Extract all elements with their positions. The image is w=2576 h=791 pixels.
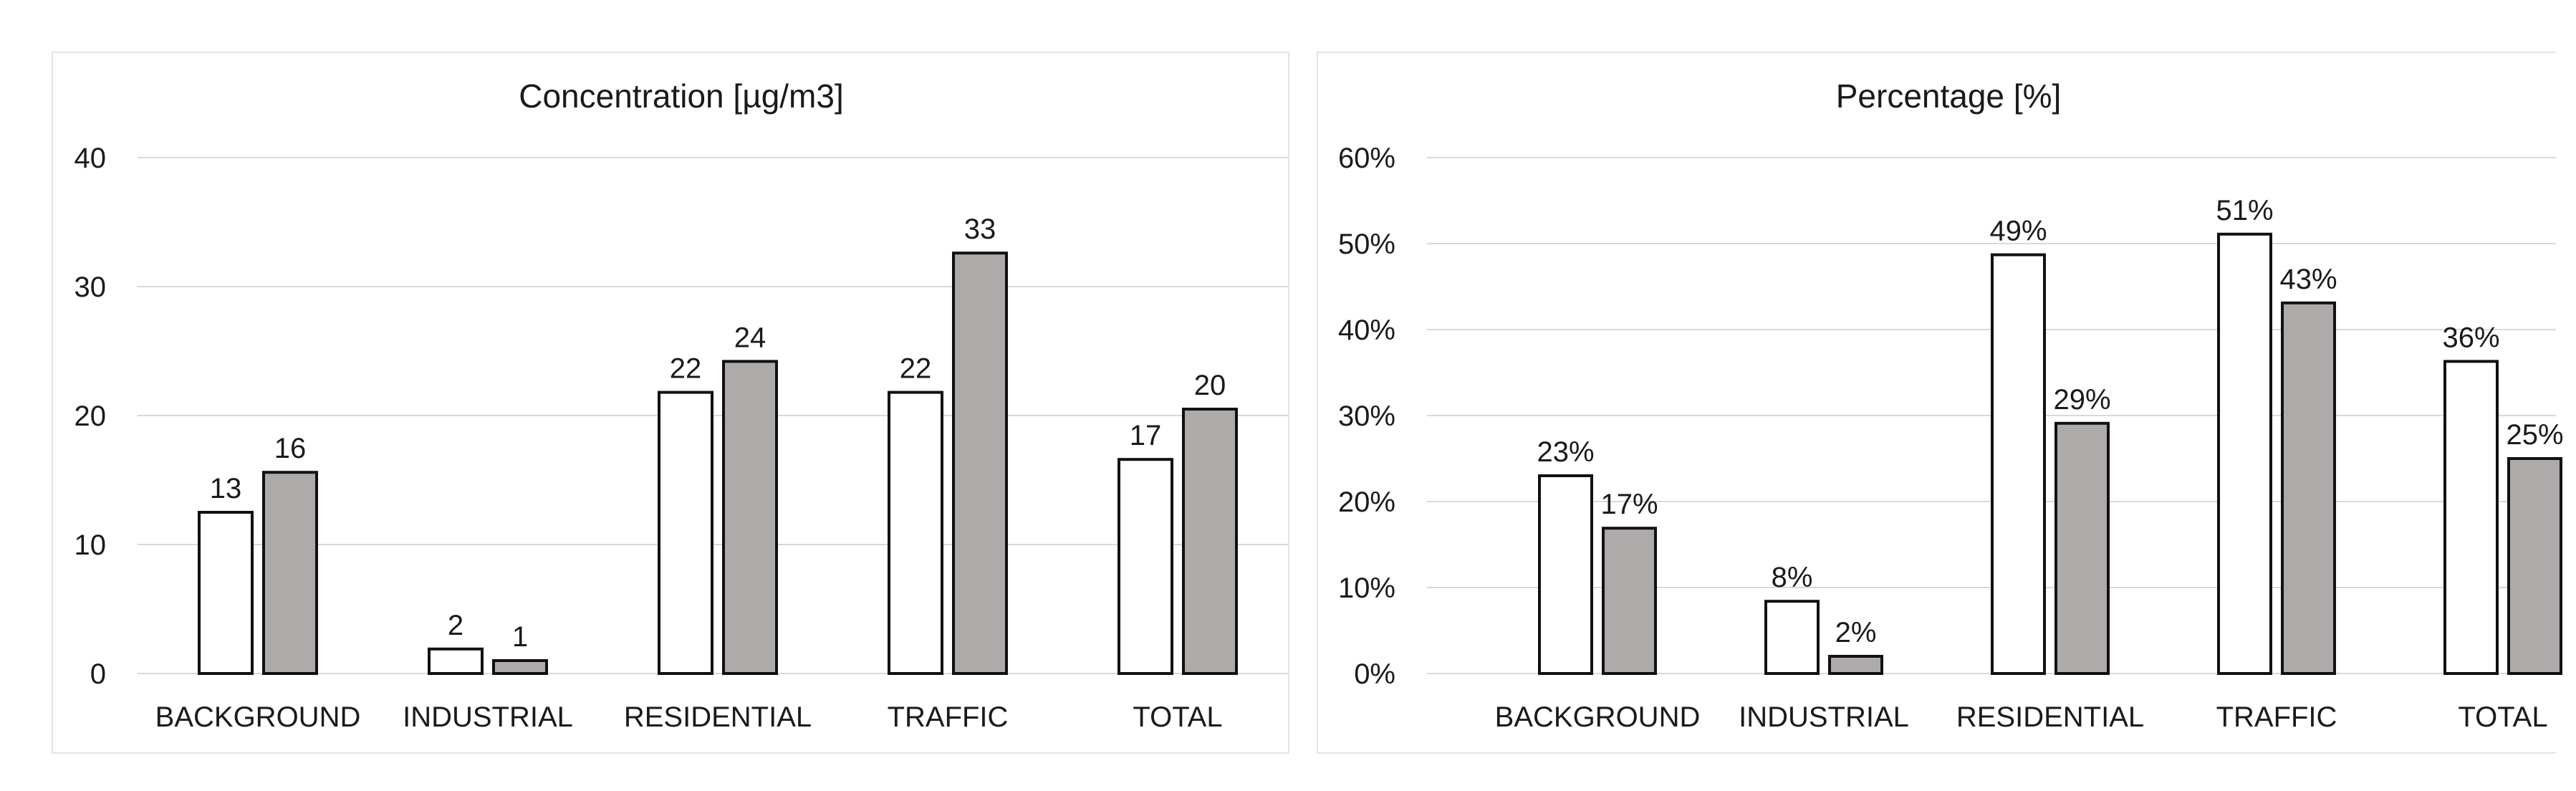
x-category-label: TRAFFIC xyxy=(2216,701,2337,733)
y-tick-label: 30% xyxy=(1338,401,1395,432)
x-category-label: RESIDENTIAL xyxy=(1956,701,2144,733)
bar-series-1 xyxy=(1764,600,1820,676)
y-tick-label: 10 xyxy=(75,529,107,561)
bar-series-1 xyxy=(428,647,484,675)
data-label: 29% xyxy=(2053,384,2110,416)
y-tick-label: 30 xyxy=(75,272,107,303)
y-tick-label: 40% xyxy=(1338,315,1395,346)
data-label: 8% xyxy=(1772,562,1813,593)
data-label: 2 xyxy=(448,610,463,641)
bar-series-2 xyxy=(2507,457,2562,675)
bar-series-2 xyxy=(2054,421,2110,675)
y-tick-label: 60% xyxy=(1338,143,1395,174)
data-label: 25% xyxy=(2506,419,2563,451)
data-label: 49% xyxy=(1989,216,2047,247)
bar-series-1 xyxy=(888,390,943,675)
data-label: 16 xyxy=(274,433,307,464)
bar-series-2 xyxy=(952,251,1008,675)
chart-title: Concentration [µg/m3] xyxy=(519,77,844,115)
data-label: 17% xyxy=(1600,489,1658,520)
data-label: 43% xyxy=(2279,264,2337,295)
y-tick-label: 0% xyxy=(1354,658,1395,690)
concentration-chart-panel: Concentration [µg/m3] 0 10 20 30 40 13 16 BACKGR… xyxy=(52,52,1289,754)
data-label: 22 xyxy=(900,353,932,385)
data-label: 23% xyxy=(1537,436,1594,468)
bar-series-1 xyxy=(2217,232,2272,676)
concentration-chart: Concentration [µg/m3] 0 10 20 30 40 13 16 BACKGR… xyxy=(75,77,1288,733)
bar-series-2 xyxy=(492,659,548,675)
data-label: 13 xyxy=(210,473,242,504)
bar-series-1 xyxy=(198,511,254,675)
x-category-label: TOTAL xyxy=(1133,701,1222,733)
x-category-label: BACKGROUND xyxy=(1495,701,1701,733)
bar-series-2 xyxy=(2281,301,2336,675)
data-label: 20 xyxy=(1194,370,1226,401)
percentage-chart-panel: Percentage [%] 0% 10% 20% 30% 40% 50% 60% 23% 17%… xyxy=(1317,52,2564,754)
bar-series-2 xyxy=(1602,527,1657,676)
bar-series-1 xyxy=(1991,253,2046,676)
data-label: 36% xyxy=(2442,322,2499,353)
y-tick-label: 40 xyxy=(75,143,107,174)
data-label: 51% xyxy=(2216,195,2273,226)
data-label: 17 xyxy=(1130,420,1162,451)
y-tick-label: 0 xyxy=(90,658,106,690)
x-category-label: TOTAL xyxy=(2458,701,2547,733)
y-tick-label: 20% xyxy=(1338,486,1395,518)
bar-series-2 xyxy=(1182,408,1238,675)
y-tick-label: 20 xyxy=(75,401,107,432)
bar-series-1 xyxy=(658,390,713,675)
y-tick-label: 10% xyxy=(1338,572,1395,604)
x-category-label: TRAFFIC xyxy=(888,701,1009,733)
x-category-label: RESIDENTIAL xyxy=(624,701,812,733)
x-category-label: INDUSTRIAL xyxy=(403,701,573,733)
data-label: 33 xyxy=(964,214,996,245)
data-label: 22 xyxy=(670,353,702,385)
bar-series-1 xyxy=(1538,474,1593,675)
bar-series-1 xyxy=(2443,360,2499,675)
x-category-label: BACKGROUND xyxy=(155,701,361,733)
data-label: 24 xyxy=(734,322,766,353)
bar-series-1 xyxy=(1118,458,1173,675)
y-tick-label: 50% xyxy=(1338,229,1395,260)
bar-series-2 xyxy=(262,471,318,675)
chart-title: Percentage [%] xyxy=(1836,77,2062,115)
bar-series-2 xyxy=(722,360,778,675)
percentage-chart: Percentage [%] 0% 10% 20% 30% 40% 50% 60% 23%17%… xyxy=(1338,77,2564,733)
bar-series-2 xyxy=(1828,655,1883,675)
data-label: 1 xyxy=(512,621,528,653)
data-label: 2% xyxy=(1835,617,1877,648)
x-category-label: INDUSTRIAL xyxy=(1739,701,1909,733)
